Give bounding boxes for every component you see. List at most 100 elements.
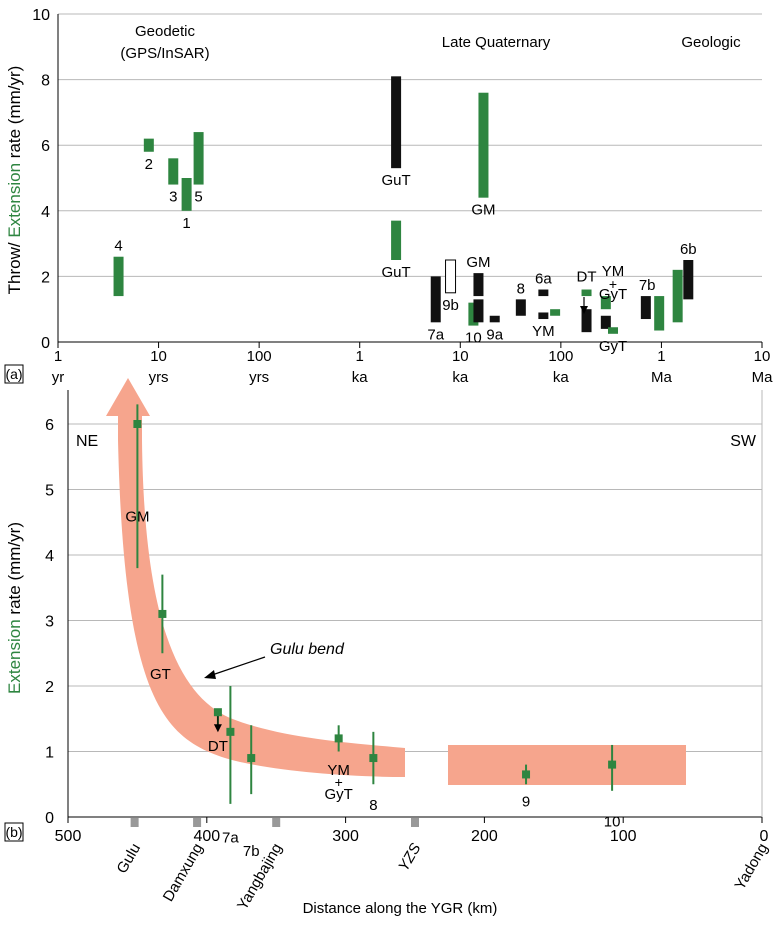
gulu-bend-trend-band [106, 378, 405, 777]
section-geodetic-sublabel: (GPS/InSAR) [120, 45, 209, 62]
point-ym-gyt [334, 734, 343, 743]
bar-label-6a: 6a [535, 271, 552, 288]
bar-label-dt: DT [577, 269, 597, 286]
gulu-bend-arrow-shaft [211, 656, 266, 676]
panel-b-y-tick-label: 4 [45, 548, 54, 565]
panel-b-x-tick-label: 0 [760, 828, 769, 845]
bar-gyt-green [608, 327, 619, 334]
bar-unlabeled-green [600, 296, 611, 310]
panel-b-x-tick-label: 500 [55, 828, 82, 845]
section-geologic-label: Geologic [681, 34, 741, 51]
bar-unlabeled-black [581, 309, 592, 333]
bar-label-plus: + [609, 276, 617, 292]
panel-a-gridlines [58, 13, 762, 277]
point-label-gt: GT [150, 666, 171, 683]
dt-down-arrow-icon [580, 306, 588, 314]
gulu-bend-annotation: Gulu bend [270, 641, 345, 658]
panel-a-x-tick-unit: yrs [149, 369, 169, 386]
bar-9a-black [489, 315, 500, 323]
bar-gut-green [391, 220, 402, 260]
bar-label-7b: 7b [639, 277, 656, 294]
panel-a-bars [113, 76, 694, 334]
bar-unlabeled-green [672, 269, 683, 323]
point-10 [608, 760, 617, 769]
bar-3-green [168, 158, 179, 185]
panel-a-x-tick-unit: ka [352, 369, 369, 386]
bar-label-2: 2 [145, 156, 153, 173]
panel-b: 0 1 2 3 4 5 6 500 400 300 200 100 0 Gulu Damxung Yang… [4, 378, 771, 917]
panel-b-y-tick-label: 1 [45, 745, 54, 762]
bar-label-3: 3 [169, 189, 177, 206]
panel-a-x-tick-number: 1 [657, 348, 665, 365]
bar-dt-green [581, 289, 592, 297]
bar-unlabeled-black [600, 315, 611, 329]
bar-ym-black [538, 312, 549, 320]
bar-10-green [468, 302, 479, 326]
panel-a-y-tick-label: 8 [41, 73, 50, 90]
point-gm [133, 420, 142, 428]
bar-label-10: 10 [465, 330, 482, 347]
panel-a-tag: (a) [5, 366, 22, 382]
bar-label-7a: 7a [427, 326, 444, 343]
bar-label-gut: GuT [382, 172, 411, 189]
point-label-plus: + [335, 774, 343, 790]
section-late-quaternary-label: Late Quaternary [442, 34, 551, 51]
bar-label-gm: GM [466, 254, 490, 271]
bar-5-green [193, 132, 204, 185]
point-9 [522, 770, 531, 779]
point-dt [213, 708, 222, 717]
point-label-gyt: GyT [324, 786, 352, 803]
point-label-ym: YM [327, 762, 350, 779]
panel-b-x-tick-label: 200 [471, 828, 498, 845]
bar-unlabeled-black [640, 296, 651, 320]
panel-a-y-axis-label: Throw/ Extension rate (mm/yr) [5, 66, 24, 295]
panel-b-y-axis-label: Extension rate (mm/yr) [5, 522, 24, 694]
bar-4-green [113, 256, 124, 297]
bar-unlabeled-black [473, 299, 484, 323]
panel-a-x-tick-number: 100 [247, 348, 272, 365]
panel-b-x-tick-label: 400 [193, 828, 220, 845]
ne-label: NE [76, 433, 98, 450]
place-name-damxung: Damxung [160, 841, 207, 905]
bar-label-9b: 9b [442, 297, 459, 314]
bar-label-gyt: GyT [599, 286, 627, 303]
bar-label-9a: 9a [486, 326, 503, 343]
point-7a [226, 727, 235, 736]
panel-a-x-tick-unit: ka [553, 369, 570, 386]
panel-a-x-tick-number: 10 [754, 348, 771, 365]
place-name-gulu: Gulu [114, 841, 145, 877]
bar-label-gut: GuT [382, 264, 411, 281]
panel-b-y-tick-label: 5 [45, 483, 54, 500]
panel-a-x-tick-number: 10 [150, 348, 167, 365]
dt-arrow-icon [213, 724, 222, 733]
panel-b-points [133, 404, 617, 804]
bar-label-5: 5 [194, 189, 202, 206]
point-label-gm: GM [125, 509, 149, 526]
place-marker-yzs [411, 818, 419, 827]
panel-b-gridlines [68, 423, 762, 752]
panel-a-x-tick-number: 1 [356, 348, 364, 365]
bar-7b-green [654, 296, 665, 331]
bar-gut-black [391, 76, 402, 169]
panel-a-x-tick-number: 10 [452, 348, 469, 365]
section-geodetic-label: Geodetic [135, 23, 196, 40]
bar-label-6b: 6b [680, 241, 697, 258]
panel-a-x-tick-number: 100 [548, 348, 573, 365]
point-gt [158, 609, 167, 618]
panel-b-x-ticks: 500 400 300 200 100 0 [55, 817, 769, 845]
bar-6a-black [538, 289, 549, 297]
place-name-yadong: Yadong [731, 841, 771, 893]
panel-a-x-tick-unit: ka [452, 369, 469, 386]
point-label-7b: 7b [243, 843, 260, 860]
place-marker-yangbajing [272, 818, 281, 827]
sw-label: SW [730, 433, 757, 450]
bar-7a-black [430, 276, 441, 323]
point-8 [369, 754, 378, 763]
southern-trend-band [448, 745, 686, 785]
panel-a-x-tick-number: 1 [54, 348, 62, 365]
point-label-7a: 7a [222, 830, 239, 847]
bar-label-gyt: GyT [599, 338, 627, 355]
panel-a-x-ticks: 1 yr 10 yrs 100 yrs 1 ka 10 ka 100 ka 1 Ma 10 Ma [52, 342, 773, 386]
panel-b-y-tick-label: 2 [45, 679, 54, 696]
panel-a-x-tick-unit: Ma [752, 369, 773, 386]
